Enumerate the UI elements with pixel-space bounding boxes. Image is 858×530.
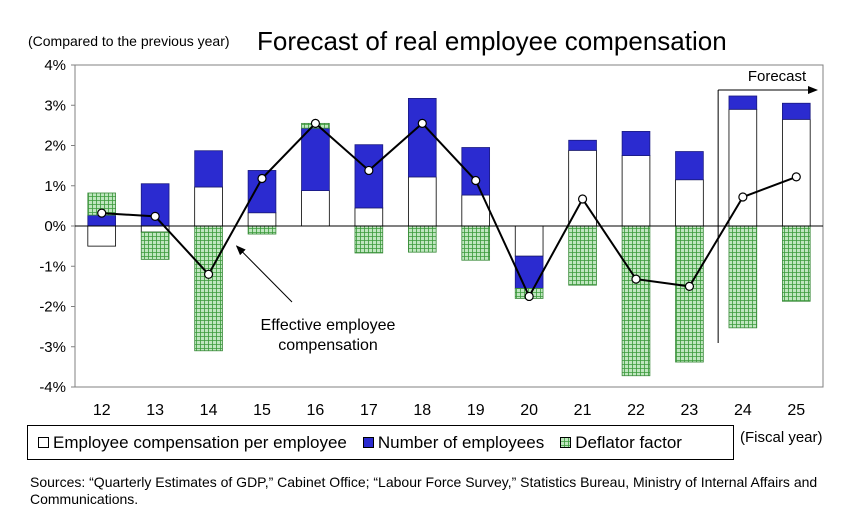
bars-layer <box>87 95 811 377</box>
bar-1-15 <box>247 170 277 214</box>
legend-item-deflator: Deflator factor <box>560 433 682 453</box>
bar-2-23 <box>675 225 704 363</box>
bar-0-22 <box>621 155 651 227</box>
chart-title: Forecast of real employee compensation <box>257 26 727 56</box>
source-note: Sources: “Quarterly Estimates of GDP,” C… <box>30 474 818 507</box>
y-tick-label: 1% <box>44 178 66 195</box>
effective-compensation-line <box>101 121 797 299</box>
bar-2-25 <box>781 225 811 302</box>
y-tick-label: -3% <box>39 339 66 356</box>
bar-2-17 <box>354 225 384 254</box>
legend-item-per-employee: Employee compensation per employee <box>38 433 347 453</box>
bar-1-16 <box>301 127 330 191</box>
x-tick-label: 18 <box>413 402 431 419</box>
bar-1-17 <box>354 144 384 209</box>
line-point-15 <box>257 173 267 184</box>
y-axis: -4% -3% -2% -1% 0% 1% 2% 3% 4% <box>39 57 75 396</box>
line-point-16 <box>310 118 321 128</box>
legend-swatch-employees <box>362 437 374 448</box>
x-tick-label: 17 <box>360 402 378 419</box>
annotations: Effective employee compensation Forecast <box>235 68 818 354</box>
units-note: (Compared to the previous year) <box>28 33 230 49</box>
legend-swatch-per-employee <box>38 437 49 448</box>
y-tick-label: -2% <box>39 299 66 316</box>
line-point-19 <box>471 175 481 186</box>
x-tick-label: 16 <box>307 402 325 419</box>
line-point-20 <box>524 291 534 302</box>
y-tick-label: 3% <box>44 97 66 114</box>
bar-0-20 <box>514 225 544 257</box>
y-tick-label: 0% <box>44 218 66 235</box>
line-layer <box>97 118 801 302</box>
x-tick-label: 22 <box>627 402 645 419</box>
bar-2-15 <box>247 225 277 235</box>
bar-0-17 <box>354 207 384 227</box>
bar-1-24 <box>728 95 758 110</box>
line-point-12 <box>97 208 107 218</box>
line-point-25 <box>791 172 801 182</box>
legend: Employee compensation per employee Numbe… <box>27 425 734 460</box>
legend-label-employees: Number of employees <box>377 432 545 452</box>
line-point-14 <box>203 269 214 279</box>
x-tick-label: 24 <box>734 402 752 419</box>
line-point-13 <box>150 211 160 221</box>
y-tick-label: 2% <box>44 138 66 155</box>
line-point-22 <box>631 274 641 284</box>
x-tick-label: 13 <box>146 402 164 419</box>
bar-1-22 <box>621 131 651 156</box>
bar-0-24 <box>728 108 758 227</box>
bar-2-18 <box>407 225 437 253</box>
legend-item-employees: Number of employees <box>362 432 545 453</box>
x-tick-label: 20 <box>520 402 538 419</box>
legend-swatch-deflator <box>560 437 572 448</box>
bar-1-14 <box>194 150 223 188</box>
y-tick-label: -4% <box>39 379 66 396</box>
y-tick-label: 4% <box>44 57 66 74</box>
bar-1-25 <box>781 102 811 120</box>
legend-label-per-employee: Employee compensation per employee <box>53 432 347 452</box>
annotation-effective-line2: compensation <box>278 337 378 354</box>
x-axis: 12 13 14 15 16 17 18 19 20 21 22 23 24 25 <box>93 402 805 419</box>
bar-1-20 <box>514 255 544 289</box>
bar-0-16 <box>301 190 330 227</box>
annotation-effective-arrow <box>235 245 293 303</box>
bar-2-24 <box>728 225 758 329</box>
bar-2-19 <box>461 225 491 261</box>
bar-2-21 <box>568 225 597 286</box>
bar-0-14 <box>194 186 223 227</box>
annotation-effective-line1: Effective employee <box>261 317 396 334</box>
line-point-23 <box>684 281 695 291</box>
x-axis-unit: (Fiscal year) <box>740 429 823 446</box>
bar-2-14 <box>194 225 223 352</box>
annotation-forecast: Forecast <box>748 68 807 85</box>
line-point-18 <box>417 118 427 128</box>
x-tick-label: 14 <box>200 402 218 419</box>
bar-0-23 <box>675 179 704 227</box>
x-tick-label: 21 <box>574 402 592 419</box>
legend-label-deflator: Deflator factor <box>575 432 682 452</box>
x-tick-label: 19 <box>467 402 485 419</box>
bar-1-18 <box>407 98 437 178</box>
bar-2-22 <box>621 225 651 377</box>
bar-2-13 <box>140 231 170 260</box>
y-tick-label: -1% <box>39 258 66 275</box>
chart-area: -4% -3% -2% -1% 0% 1% 2% 3% 4% 12 13 14 15 16 17 18 19 2… <box>39 57 824 419</box>
x-tick-label: 15 <box>253 402 271 419</box>
line-point-24 <box>738 192 748 202</box>
x-tick-label: 25 <box>787 402 805 419</box>
bar-0-18 <box>407 176 437 227</box>
x-tick-label: 23 <box>681 402 699 419</box>
line-point-21 <box>577 194 588 204</box>
bar-0-15 <box>247 212 277 227</box>
bar-1-21 <box>568 139 597 151</box>
x-tick-label: 12 <box>93 402 111 419</box>
bar-1-23 <box>675 151 704 181</box>
bar-0-12 <box>87 225 117 247</box>
line-point-17 <box>364 165 374 176</box>
